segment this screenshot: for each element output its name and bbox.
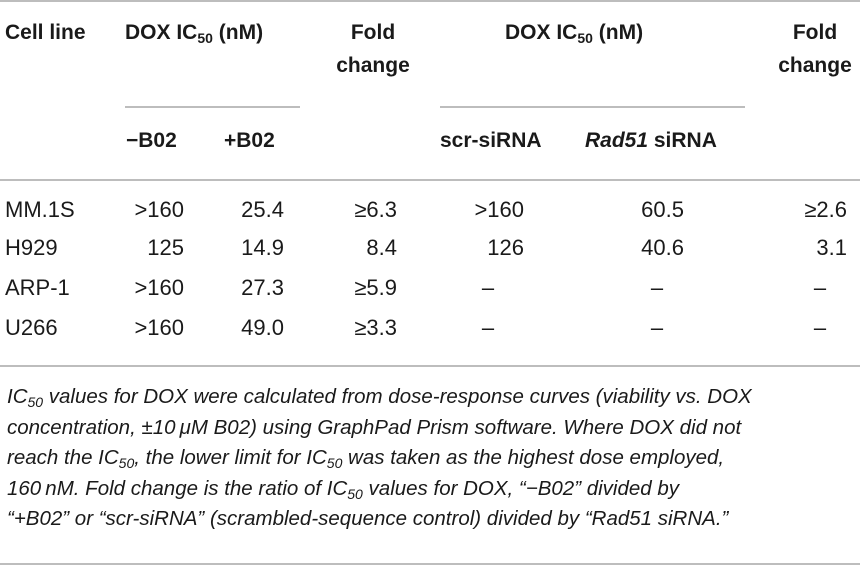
cell-fold-sirna: 3.1	[816, 235, 847, 260]
cell-plus-b02: 14.9	[241, 235, 284, 260]
caption-line: “+B02” or “scr-siRNA” (scrambled-sequenc…	[7, 504, 855, 535]
dox-ic-label: DOX IC	[505, 21, 578, 44]
cell-rad51-sirna: 60.5	[641, 197, 684, 222]
cell-line: MM.1S	[5, 197, 75, 222]
caption-text: values for DOX, “−B02” divided by	[362, 476, 680, 500]
header-dox-ic50-sirna: DOX IC50 (nM)	[505, 20, 643, 46]
cell-scr-sirna: 126	[487, 235, 524, 260]
spanner-rule-sirna	[440, 106, 745, 108]
cell-plus-b02: 25.4	[241, 197, 284, 222]
header-cell-line: Cell line	[5, 21, 86, 44]
fold-label: Fold	[350, 21, 396, 44]
change-label: change	[336, 54, 410, 77]
nm-unit: (nM)	[218, 21, 264, 44]
cell-line: H929	[5, 235, 58, 260]
cell-fold-b02: ≥5.9	[354, 275, 397, 300]
header-bottom-rule	[0, 179, 860, 181]
change-label: change	[778, 54, 852, 77]
caption-line: IC50 values for DOX were calculated from…	[7, 382, 855, 413]
cell-plus-b02: 49.0	[241, 315, 284, 340]
cell-fold-b02: 8.4	[366, 235, 397, 260]
spanner-rule-b02	[125, 106, 300, 108]
ic-subscript: 50	[577, 30, 593, 46]
caption-line: reach the IC50, the lower limit for IC50…	[7, 443, 855, 474]
cell-minus-b02: >160	[134, 315, 184, 340]
cell-minus-b02: >160	[134, 275, 184, 300]
caption-text: concentration, ±10 μM B02) using GraphPa…	[7, 415, 742, 439]
cell-line: U266	[5, 315, 58, 340]
sirna-label: siRNA	[648, 129, 717, 152]
bottom-rule	[0, 563, 860, 565]
header-rad51-sirna: Rad51 siRNA	[585, 128, 717, 154]
cell-fold-b02: ≥6.3	[354, 197, 397, 222]
caption-line: concentration, ±10 μM B02) using GraphPa…	[7, 413, 855, 444]
table-bottom-rule	[0, 365, 860, 367]
table-caption: IC50 values for DOX were calculated from…	[7, 382, 855, 535]
cell-plus-b02: 27.3	[241, 275, 284, 300]
caption-subscript: 50	[118, 455, 135, 471]
header-dox-ic50-b02: DOX IC50 (nM)	[125, 20, 263, 46]
caption-text: reach the IC	[7, 446, 119, 469]
header-scr-sirna: scr-siRNA	[440, 129, 542, 152]
nm-unit: (nM)	[598, 21, 644, 44]
caption-subscript: 50	[27, 394, 44, 410]
cell-line: ARP-1	[5, 275, 70, 300]
cell-minus-b02: >160	[134, 197, 184, 222]
header-plus-b02: +B02	[224, 129, 275, 152]
cell-rad51-sirna: –	[650, 315, 664, 340]
caption-subscript: 50	[326, 455, 343, 471]
header-minus-b02: −B02	[126, 129, 177, 152]
cell-fold-b02: ≥3.3	[354, 315, 397, 340]
ic-subscript: 50	[197, 30, 213, 46]
caption-subscript: 50	[347, 485, 363, 502]
caption-text: , the lower limit for IC	[134, 446, 327, 469]
cell-rad51-sirna: 40.6	[641, 235, 684, 260]
cell-minus-b02: 125	[147, 235, 184, 260]
header-fold-b02: Fold change	[328, 20, 418, 79]
cell-scr-sirna: >160	[474, 197, 524, 222]
cell-fold-sirna: ≥2.6	[804, 197, 847, 222]
caption-text: “+B02” or “scr-siRNA” (scrambled-sequenc…	[7, 507, 729, 530]
cell-scr-sirna: –	[481, 275, 495, 300]
caption-line: 160 nM. Fold change is the ratio of IC50…	[7, 474, 855, 505]
cell-fold-sirna: –	[813, 275, 827, 300]
top-rule	[0, 0, 860, 2]
cell-scr-sirna: –	[481, 315, 495, 340]
caption-text: IC	[7, 385, 28, 408]
cell-rad51-sirna: –	[650, 275, 664, 300]
caption-text: 160 nM. Fold change is the ratio of IC	[7, 476, 348, 500]
caption-text: values for DOX were calculated from dose…	[43, 385, 752, 408]
header-fold-sirna: Fold change	[770, 20, 860, 79]
fold-label: Fold	[792, 21, 838, 44]
rad51-italic: Rad51	[585, 129, 649, 152]
cell-fold-sirna: –	[813, 315, 827, 340]
caption-text: was taken as the highest dose employed,	[342, 446, 725, 469]
dox-ic-label: DOX IC	[125, 21, 198, 44]
